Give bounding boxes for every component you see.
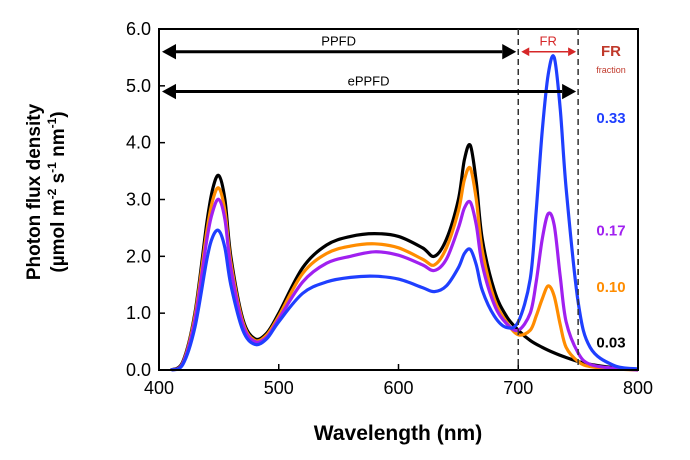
x-tick-label: 400	[144, 378, 174, 398]
ppfd-arrow-head-right	[502, 44, 517, 60]
fr-fraction-label: 0.17	[596, 223, 625, 240]
eppfd-label: ePPFD	[348, 74, 390, 89]
fr-arrow-head-left	[521, 47, 530, 57]
fr-label: FR	[540, 34, 557, 49]
fr-fraction-subheader: fraction	[596, 65, 626, 75]
y-axis-label-text: nm	[48, 128, 69, 162]
y-axis-label-text: s	[48, 173, 69, 189]
x-tick-label: 800	[623, 378, 653, 398]
fr-arrow-head-right	[568, 47, 577, 57]
y-tick-label: 1.0	[126, 303, 151, 323]
y-tick-label: 4.0	[126, 133, 151, 153]
y-axis-label-superscript: -1	[45, 117, 59, 128]
x-tick-label: 600	[383, 378, 413, 398]
y-axis-label-line1: Photon flux density	[24, 103, 45, 280]
y-axis-label-text: (µmol m	[48, 199, 69, 272]
ppfd-label: PPFD	[321, 34, 356, 49]
series-line-0.17	[170, 197, 639, 372]
y-tick-label: 5.0	[126, 76, 151, 96]
y-axis-label-text: )	[48, 111, 69, 117]
x-tick-label: 700	[503, 378, 533, 398]
fr-fraction-label: 0.33	[596, 110, 625, 127]
y-tick-label: 0.0	[126, 360, 151, 380]
eppfd-arrow-head-left	[162, 83, 176, 100]
y-axis-label: Photon flux density (µmol m-2 s-1 nm-1)	[24, 103, 69, 280]
ppfd-arrow-head-left	[162, 44, 176, 60]
x-axis-label: Wavelength (nm)	[314, 422, 482, 445]
y-tick-label: 3.0	[126, 190, 151, 210]
x-tick-label: 500	[264, 378, 294, 398]
fr-fraction-header: FR	[601, 43, 621, 60]
y-tick-label: 2.0	[126, 246, 151, 266]
y-tick-label: 6.0	[126, 19, 151, 39]
ticks-layer: 400 500 600 700 800 0.0 1.0 2.0 3.0 4.0 5.0 6.0	[126, 19, 653, 398]
series-line-0.03	[170, 143, 639, 372]
y-axis-label-superscript: -1	[45, 162, 59, 173]
fr-fraction-label: 0.03	[596, 335, 625, 352]
series-layer	[170, 54, 639, 372]
series-line-0.33	[170, 54, 639, 372]
y-axis-label-superscript: -2	[45, 188, 59, 199]
eppfd-arrow-head-right	[562, 83, 577, 100]
y-axis-label-line2: (µmol m-2 s-1 nm-1)	[45, 111, 69, 272]
fr-fraction-label: 0.10	[596, 279, 625, 296]
annotation-layer: 0.03 0.10 0.17 0.33 PPFD ePPFD FR FR fraction	[162, 29, 626, 370]
